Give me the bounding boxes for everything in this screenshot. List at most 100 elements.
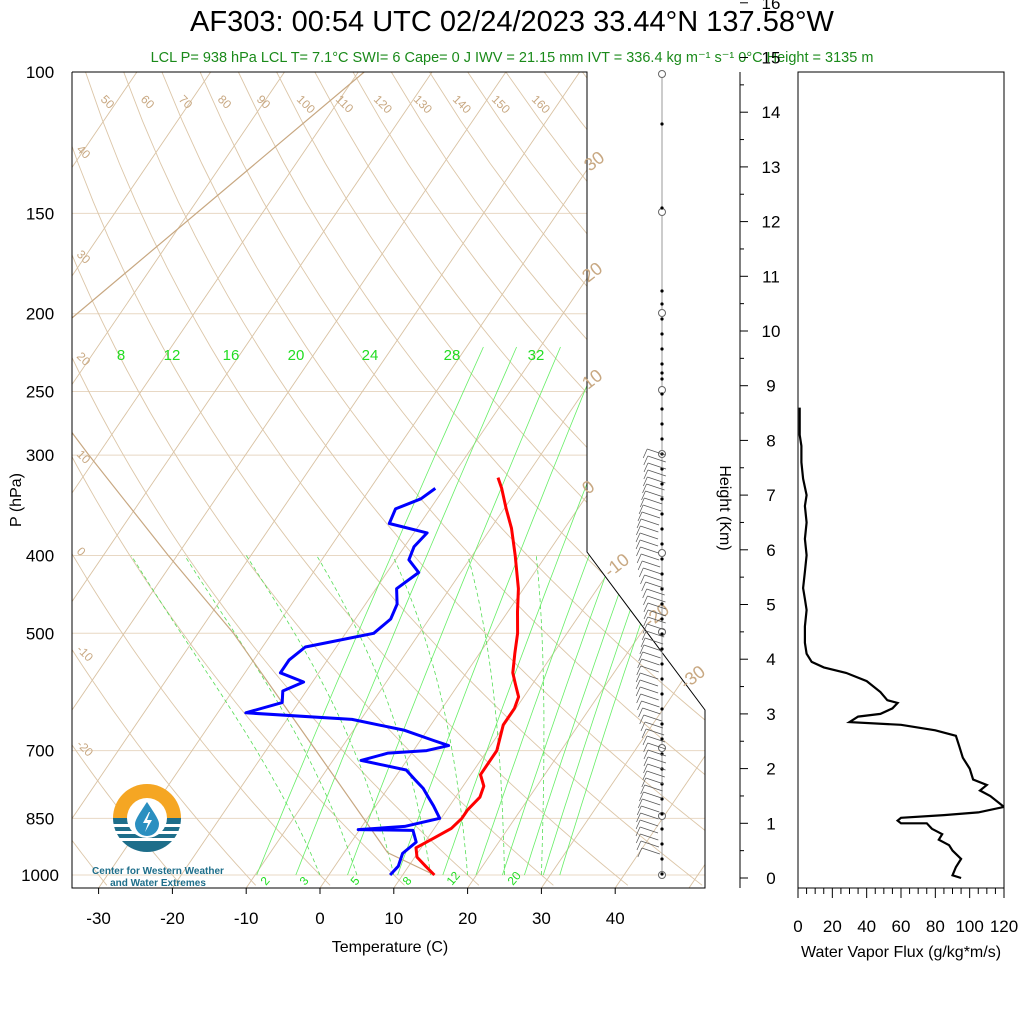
flux-tick-label: 100	[955, 917, 983, 936]
wind-barb	[641, 511, 661, 519]
dry-adiabat-label: 60	[138, 92, 158, 112]
skewt-frame	[71, 71, 706, 889]
mixing-ratio-label: 5	[348, 874, 363, 888]
wind-barb	[640, 812, 659, 820]
height-tick-label: 12	[762, 213, 781, 232]
dry-adiabat-label: 90	[254, 92, 274, 112]
mixing-ratio-line	[256, 346, 484, 876]
chart-title: AF303: 00:54 UTC 02/24/2023 33.44°N 137.…	[190, 6, 834, 38]
isotherm-line	[72, 72, 433, 888]
temperature-tick-label: -20	[160, 909, 185, 928]
wind-level-dot	[660, 317, 664, 321]
wind-level-dot	[660, 422, 664, 426]
chart-subtitle: LCL P= 938 hPa LCL T= 7.1°C SWI= 6 Cape=…	[150, 50, 874, 66]
height-tick-label: 1	[766, 814, 775, 833]
wind-barb	[636, 812, 641, 823]
wind-barb	[639, 826, 659, 834]
dry-adiabat-line	[72, 72, 257, 886]
calm-wind-circle	[658, 309, 666, 317]
height-tick-label: 0	[766, 869, 775, 888]
mixing-ratio-line	[442, 346, 642, 876]
wind-barb	[640, 574, 645, 585]
wind-barb	[647, 448, 666, 456]
wind-barb	[643, 756, 649, 767]
wind-barb	[639, 539, 659, 547]
wind-barb	[643, 749, 649, 760]
wind-barb	[644, 497, 663, 505]
temperature-tick-label: 0	[315, 909, 324, 928]
wind-level-dot	[660, 542, 664, 546]
wind-barb	[640, 840, 660, 848]
wind-barb	[647, 616, 666, 624]
pressure-tick-label: 250	[26, 383, 54, 402]
dry-adiabat-line	[467, 72, 705, 886]
mixing-ratio-label: 8	[400, 874, 415, 888]
wind-barb	[647, 462, 667, 470]
isotherm-label: 10	[578, 365, 606, 393]
mixing-ratio-label: 20	[288, 347, 305, 364]
wind-barb	[638, 651, 644, 662]
wind-barb	[643, 609, 649, 620]
temperature-tick-label: 30	[532, 909, 551, 928]
wind-barb	[642, 735, 648, 746]
wind-barb	[641, 658, 660, 666]
temperature-tick-label: 40	[606, 909, 625, 928]
wind-barb	[636, 553, 642, 564]
mixing-ratio-line	[295, 346, 517, 876]
isotherm-label: 0	[578, 476, 598, 498]
wind-barb	[642, 588, 648, 599]
isotherm-line	[393, 72, 705, 888]
pressure-tick-label: 1000	[21, 866, 59, 885]
wind-barb	[640, 525, 659, 533]
height-tick-label: 8	[766, 431, 775, 450]
height-axis-label: Height (Km)	[716, 465, 733, 550]
isotherm-label: 20	[578, 258, 606, 286]
mixing-ratio-line	[397, 346, 604, 876]
wind-barb	[637, 511, 643, 522]
wind-level-dot	[660, 647, 664, 651]
height-tick-label: 10	[762, 322, 781, 341]
wind-barb	[640, 784, 645, 795]
wind-barb	[644, 784, 663, 792]
wind-barb	[646, 588, 665, 596]
mixing-ratio-label: 12	[164, 347, 181, 364]
wind-barb	[642, 770, 648, 781]
isotherm-label: -20	[640, 599, 673, 631]
wind-barb	[643, 714, 662, 722]
wind-barb	[635, 826, 641, 837]
pressure-tick-label: 200	[26, 305, 54, 324]
wind-barb	[636, 805, 642, 816]
wind-barb	[643, 476, 648, 487]
wind-barb	[645, 777, 664, 785]
wind-level-dot	[660, 497, 664, 501]
wind-barb	[635, 532, 641, 543]
isotherm-label: -30	[676, 661, 709, 693]
wind-level-dot	[660, 812, 664, 816]
wind-barb	[647, 609, 667, 617]
wind-barb	[640, 637, 646, 648]
dry-adiabat-line	[276, 72, 705, 886]
mixing-ratio-label: 8	[117, 347, 125, 364]
wind-barb	[646, 735, 666, 743]
mixing-ratio-label: 3	[297, 874, 312, 888]
wind-barb	[645, 728, 665, 736]
wind-level-dot	[660, 377, 664, 381]
wind-level-dot	[660, 332, 664, 336]
calm-wind-circle	[658, 549, 666, 557]
wind-barb	[640, 693, 659, 701]
dry-adiabat-line	[72, 72, 629, 886]
wind-barb	[640, 721, 646, 732]
isotherm-line	[72, 72, 507, 888]
wind-level-dot	[660, 632, 664, 636]
isotherm-line	[688, 72, 705, 888]
wind-barb	[636, 840, 642, 851]
wind-barb	[647, 749, 667, 757]
dry-adiabat-line	[314, 72, 705, 886]
temperature-tick-label: 20	[458, 909, 477, 928]
wind-barb	[641, 700, 660, 708]
wind-barb	[635, 833, 641, 844]
wind-barb	[640, 672, 659, 680]
x-axis-label: Temperature (C)	[332, 939, 448, 956]
